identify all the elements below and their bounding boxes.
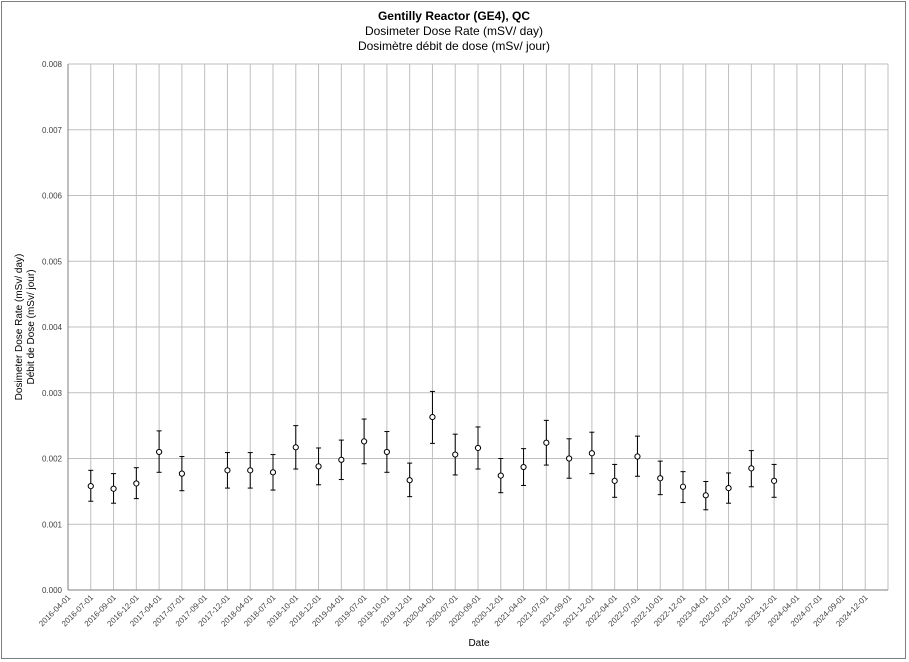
point-marker bbox=[771, 477, 778, 484]
y-tick-label: 0.006 bbox=[42, 192, 63, 201]
y-axis-ticks: 0.000 0.001 0.002 0.003 0.004 0.005 0.006 0.007… bbox=[42, 60, 63, 595]
grid bbox=[67, 63, 889, 591]
point-marker bbox=[224, 467, 231, 474]
x-axis-ticks: 2016-04-012016-07-012016-09-012016-12-01… bbox=[37, 593, 870, 629]
y-tick-label: 0.005 bbox=[42, 257, 63, 266]
y-axis-label-fr: Débit de Dose (mSv/ jour) bbox=[26, 269, 37, 384]
point-marker bbox=[543, 439, 550, 446]
point-marker bbox=[292, 444, 299, 451]
point-marker bbox=[247, 467, 254, 474]
data-point bbox=[292, 425, 299, 470]
data-point bbox=[224, 452, 231, 489]
data-point bbox=[452, 433, 459, 476]
y-tick-label: 0.003 bbox=[42, 389, 63, 398]
data-point bbox=[634, 435, 641, 477]
data-point bbox=[657, 460, 664, 496]
data-point bbox=[247, 452, 254, 489]
point-marker bbox=[429, 413, 436, 421]
point-marker bbox=[520, 463, 527, 471]
y-tick-label: 0.001 bbox=[42, 520, 63, 529]
point-marker bbox=[110, 485, 117, 492]
data-point bbox=[429, 390, 436, 444]
y-tick-label: 0.007 bbox=[42, 126, 63, 135]
point-marker bbox=[269, 469, 277, 476]
data-point bbox=[133, 467, 140, 500]
point-marker bbox=[178, 470, 185, 477]
point-marker bbox=[474, 444, 482, 452]
data-point bbox=[406, 462, 413, 498]
point-marker bbox=[338, 456, 345, 463]
point-marker bbox=[406, 477, 413, 484]
point-marker bbox=[133, 480, 140, 487]
point-marker bbox=[87, 483, 94, 490]
data-point bbox=[87, 469, 94, 502]
point-marker bbox=[634, 453, 641, 460]
point-marker bbox=[452, 451, 459, 458]
point-marker bbox=[497, 472, 504, 479]
data-point bbox=[178, 456, 185, 492]
data-point bbox=[315, 447, 322, 486]
chart-title: Gentilly Reactor (GE4), QC bbox=[378, 9, 530, 23]
y-tick-label: 0.004 bbox=[42, 323, 63, 332]
point-marker bbox=[566, 455, 573, 462]
point-marker bbox=[361, 438, 368, 445]
data-point bbox=[269, 454, 277, 491]
chart-subtitle-fr: Dosimètre débit de dose (mSv/ jour) bbox=[358, 39, 550, 53]
point-marker bbox=[748, 465, 755, 472]
point-marker bbox=[156, 448, 163, 456]
point-marker bbox=[702, 492, 709, 499]
data-point bbox=[748, 450, 755, 488]
y-axis-label-en: Dosimeter Dose Rate (mSv/ day) bbox=[14, 254, 25, 401]
data-point bbox=[771, 463, 778, 498]
data-point bbox=[702, 481, 709, 511]
data-point bbox=[110, 473, 117, 504]
point-marker bbox=[315, 463, 322, 470]
point-marker bbox=[657, 475, 664, 482]
point-marker bbox=[588, 450, 595, 457]
y-tick-label: 0.000 bbox=[42, 586, 63, 595]
data-point bbox=[611, 463, 618, 498]
point-marker bbox=[725, 484, 732, 492]
data-point bbox=[361, 418, 368, 465]
data-point bbox=[679, 471, 687, 504]
point-marker bbox=[383, 448, 390, 456]
data-point bbox=[588, 431, 595, 475]
data-point bbox=[156, 430, 163, 473]
data-point bbox=[520, 448, 527, 486]
y-tick-label: 0.002 bbox=[42, 455, 63, 464]
point-marker bbox=[679, 483, 687, 490]
data-point bbox=[497, 458, 504, 494]
data-point bbox=[474, 426, 482, 470]
data-point bbox=[725, 472, 732, 504]
data-point bbox=[338, 439, 345, 481]
data-points bbox=[87, 390, 778, 511]
data-point bbox=[383, 431, 390, 473]
chart-subtitle-en: Dosimeter Dose Rate (mSV/ day) bbox=[365, 24, 543, 38]
data-point bbox=[566, 438, 573, 479]
point-marker bbox=[611, 477, 618, 484]
y-tick-label: 0.008 bbox=[42, 60, 63, 69]
x-axis-label: Date bbox=[468, 638, 490, 649]
data-point bbox=[543, 419, 550, 466]
